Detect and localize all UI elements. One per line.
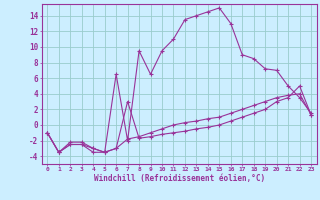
X-axis label: Windchill (Refroidissement éolien,°C): Windchill (Refroidissement éolien,°C) <box>94 174 265 183</box>
